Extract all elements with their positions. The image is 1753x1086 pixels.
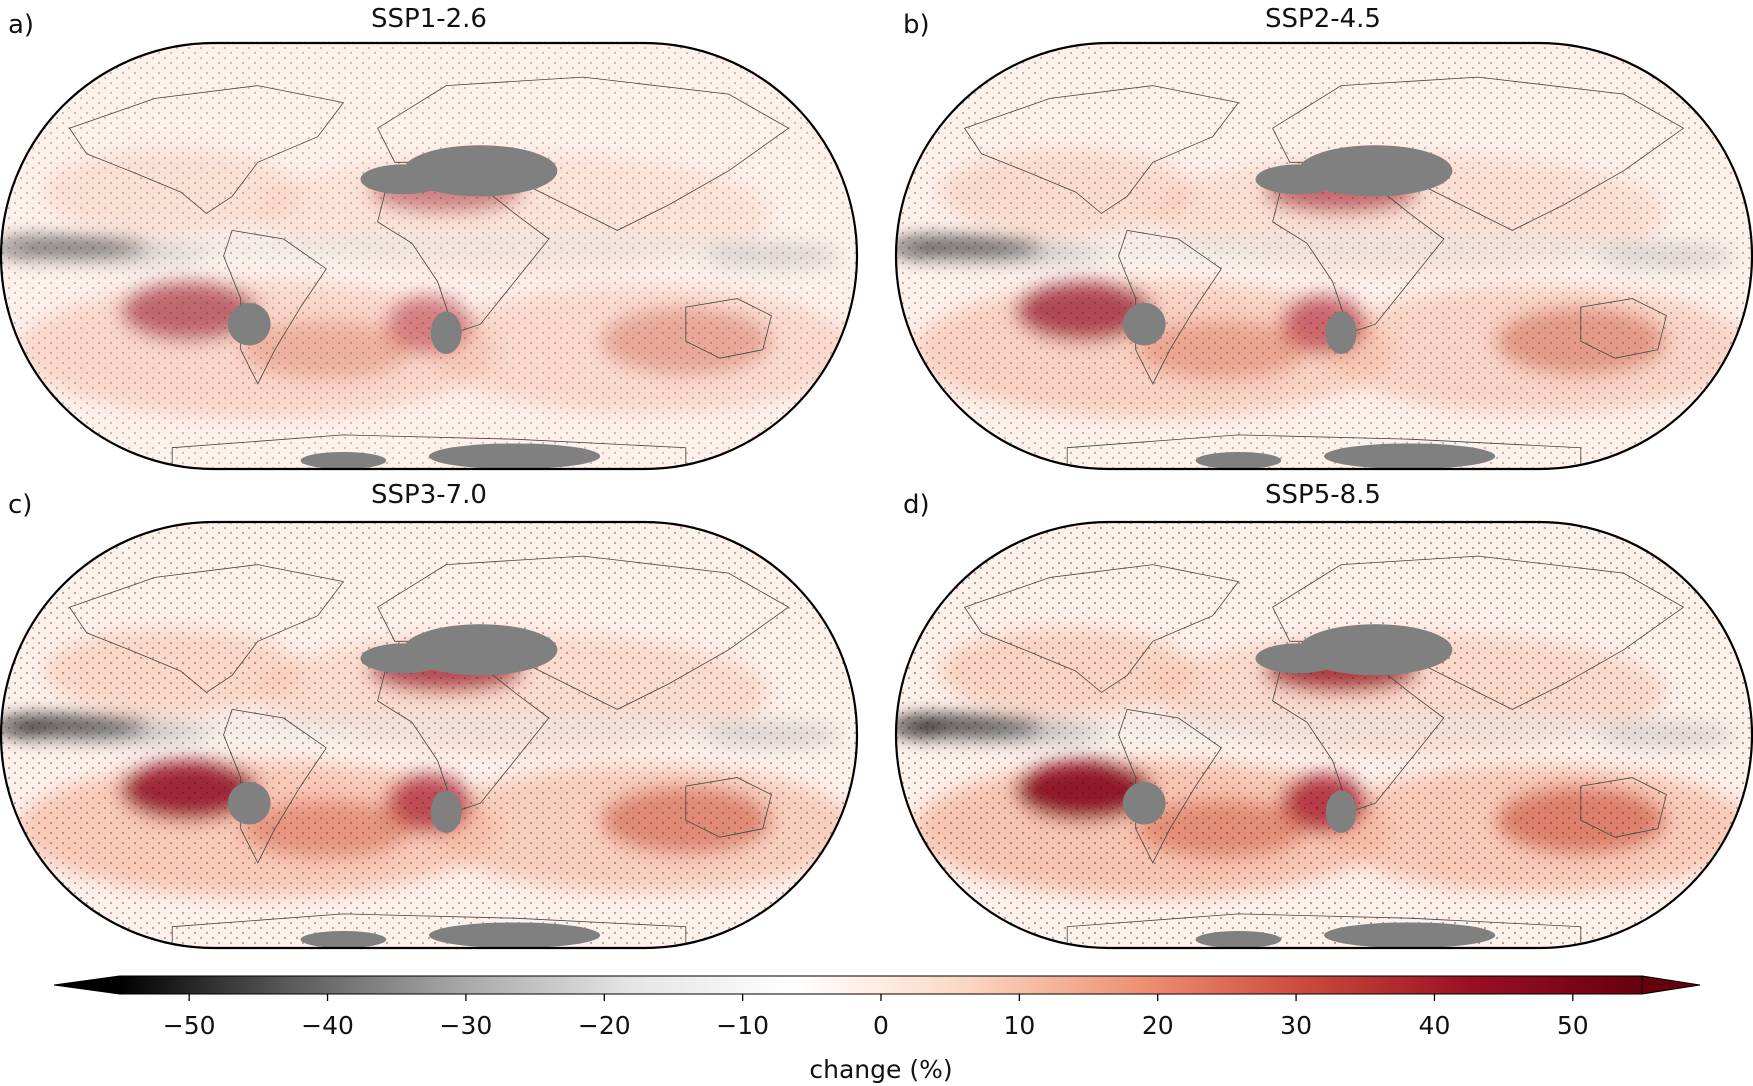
masked-region xyxy=(1195,451,1282,469)
map-boundary xyxy=(894,41,1753,471)
map-boundary xyxy=(0,520,859,950)
coastline xyxy=(685,298,772,359)
colorbar-tick-label: 10 xyxy=(1003,1011,1035,1040)
map-panel-b xyxy=(896,43,1752,469)
significance-stippling xyxy=(1,522,857,948)
map-panel-a xyxy=(1,43,857,469)
coastline xyxy=(171,913,687,948)
panel-d-letter: d) xyxy=(903,490,930,520)
masked-region xyxy=(430,790,462,833)
coastline xyxy=(377,657,550,813)
panel-c-title: SSP3-7.0 xyxy=(371,480,487,510)
coastline xyxy=(1272,178,1445,334)
masked-region xyxy=(1325,790,1357,833)
significance-stippling xyxy=(896,43,1752,469)
panel-a-letter: a) xyxy=(8,10,35,40)
masked-region xyxy=(227,302,271,346)
masked-region xyxy=(1122,781,1166,825)
panel-b-title: SSP2-4.5 xyxy=(1265,4,1381,34)
coastline xyxy=(963,564,1240,693)
map-boundary xyxy=(894,520,1753,950)
colorbar-tick-label: 30 xyxy=(1280,1011,1312,1040)
coastline xyxy=(68,85,345,214)
panel-c-letter: c) xyxy=(8,490,33,520)
coastline xyxy=(1118,708,1222,864)
coastline xyxy=(377,178,550,334)
masked-region xyxy=(428,922,601,948)
masked-region xyxy=(1255,643,1342,674)
colorbar-tick-label: 50 xyxy=(1557,1011,1589,1040)
coastline xyxy=(1272,657,1445,813)
coastline xyxy=(685,777,772,838)
colorbar-tick-label: −40 xyxy=(301,1011,354,1040)
masked-region xyxy=(360,643,447,674)
masked-region xyxy=(1122,302,1166,346)
masked-region xyxy=(1195,930,1282,948)
colorbar-tick-label: −50 xyxy=(163,1011,216,1040)
map-boundary xyxy=(0,41,859,471)
significance-stippling xyxy=(1,43,857,469)
coastline xyxy=(171,434,687,469)
coastline xyxy=(1066,434,1582,469)
colorbar-tick-label: −30 xyxy=(440,1011,493,1040)
masked-region xyxy=(1324,922,1496,948)
significance-stippling xyxy=(896,522,1752,948)
masked-region xyxy=(300,930,387,948)
colorbar-bar xyxy=(119,975,1643,995)
panel-a-title: SSP1-2.6 xyxy=(371,4,487,34)
coastline xyxy=(223,229,327,385)
masked-region xyxy=(1324,443,1496,469)
colorbar-tick-label: −20 xyxy=(578,1011,631,1040)
coastline xyxy=(1580,777,1667,838)
colorbar-tick-label: 20 xyxy=(1142,1011,1174,1040)
coastline xyxy=(68,564,345,693)
masked-region xyxy=(428,443,601,469)
coastline xyxy=(1066,913,1582,948)
colorbar-tick-label: −10 xyxy=(716,1011,769,1040)
map-panel-c xyxy=(1,522,857,948)
coastline xyxy=(223,708,327,864)
masked-region xyxy=(227,781,271,825)
masked-region xyxy=(430,311,462,354)
masked-region xyxy=(360,164,447,195)
panel-d-title: SSP5-8.5 xyxy=(1265,480,1381,510)
colorbar-extend-min xyxy=(53,975,121,995)
masked-region xyxy=(1325,311,1357,354)
colorbar-extend-max xyxy=(1641,975,1701,995)
coastline xyxy=(1580,298,1667,359)
colorbar-label: change (%) xyxy=(809,1055,952,1084)
masked-region xyxy=(300,451,387,469)
colorbar-tick-label: 0 xyxy=(873,1011,889,1040)
coastline xyxy=(1118,229,1222,385)
coastline xyxy=(963,85,1240,214)
masked-region xyxy=(1255,164,1342,195)
panel-b-letter: b) xyxy=(903,10,930,40)
map-panel-d xyxy=(896,522,1752,948)
colorbar: −50 −40 −30 −20 −10 0 10 20 30 40 50 change (%) xyxy=(53,975,1701,1084)
colorbar-tick-label: 40 xyxy=(1419,1011,1451,1040)
